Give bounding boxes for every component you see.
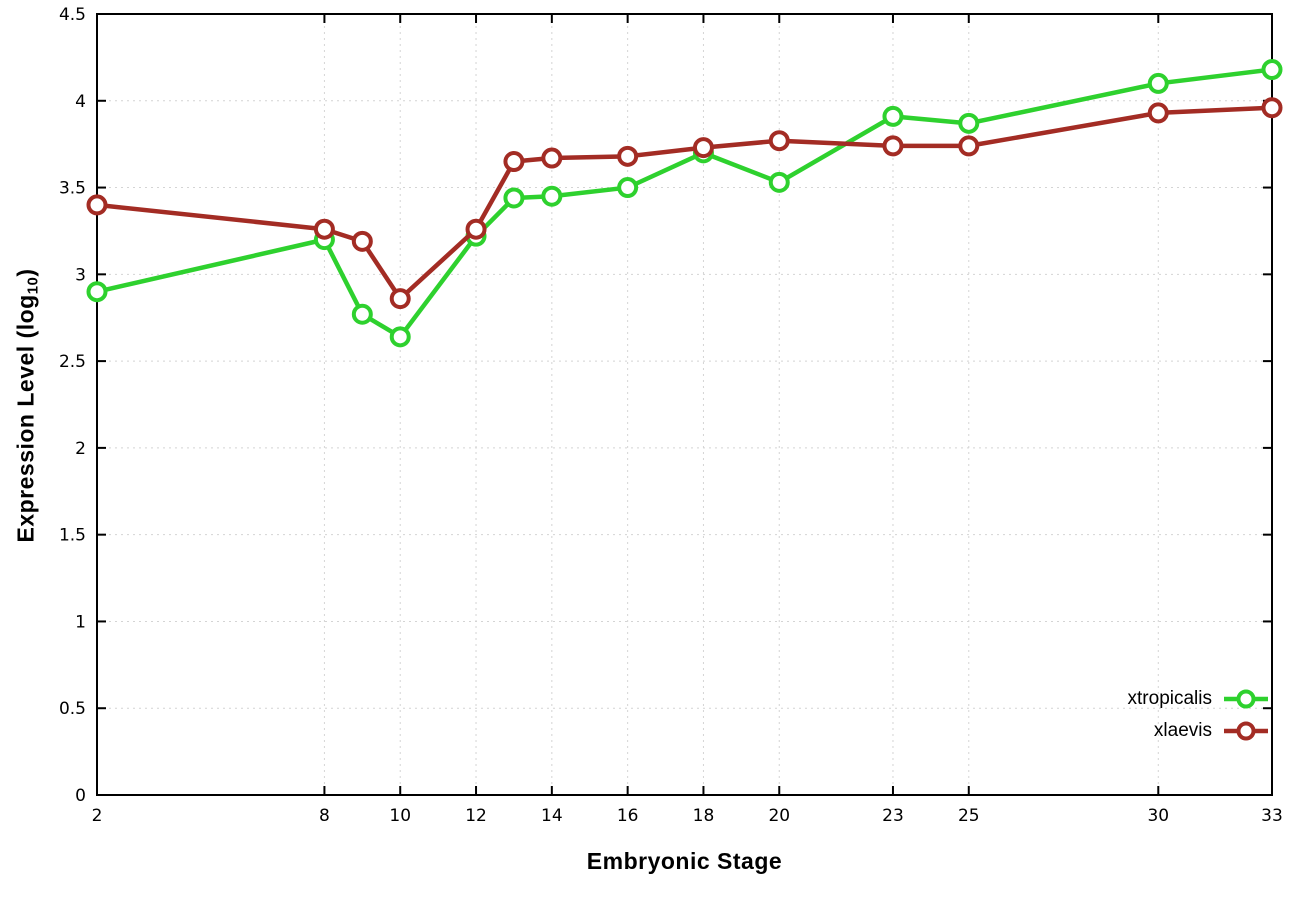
- legend-marker-icon: [1236, 689, 1256, 709]
- data-point-xlaevis: [351, 230, 373, 252]
- x-tick-label: 20: [768, 806, 790, 826]
- y-tick-label: 3.5: [59, 179, 86, 199]
- data-point-xtropicalis: [389, 326, 411, 348]
- data-point-xlaevis: [882, 135, 904, 157]
- legend-sample-xlaevis: [1224, 721, 1268, 741]
- legend-label-xtropicalis: xtropicalis: [1127, 688, 1212, 709]
- data-point-xtropicalis: [958, 112, 980, 134]
- plot-border: [96, 13, 1273, 796]
- data-point-xtropicalis: [882, 105, 904, 127]
- data-point-xlaevis: [465, 218, 487, 240]
- data-point-xtropicalis: [351, 303, 373, 325]
- data-point-xtropicalis: [503, 187, 525, 209]
- data-point-xlaevis: [86, 194, 108, 216]
- data-point-xlaevis: [768, 130, 790, 152]
- data-point-xtropicalis: [86, 281, 108, 303]
- legend: xtropicalis xlaevis: [1128, 688, 1270, 742]
- y-tick-label: 0: [75, 786, 86, 806]
- data-point-xlaevis: [389, 288, 411, 310]
- data-point-xtropicalis: [768, 171, 790, 193]
- y-tick-label: 4: [75, 92, 86, 112]
- data-point-xtropicalis: [1147, 72, 1169, 94]
- x-tick-label: 23: [882, 806, 904, 826]
- legend-item-xtropicalis: xtropicalis: [1128, 688, 1270, 710]
- x-tick-label: 25: [958, 806, 980, 826]
- series-line-xtropicalis: [94, 67, 1275, 340]
- data-point-xlaevis: [692, 137, 714, 159]
- x-tick-label: 18: [693, 806, 715, 826]
- x-tick-label: 8: [319, 806, 330, 826]
- y-tick-label: 1.5: [59, 526, 86, 546]
- y-tick-label: 3: [75, 265, 86, 285]
- legend-label-xlaevis: xlaevis: [1153, 720, 1212, 741]
- data-point-xtropicalis: [1261, 59, 1283, 81]
- data-point-xlaevis: [1261, 97, 1283, 119]
- y-tick-label: 1: [75, 612, 86, 632]
- data-point-xtropicalis: [541, 185, 563, 207]
- series-line-xlaevis: [94, 105, 1275, 301]
- y-tick-label: 2: [75, 439, 86, 459]
- legend-marker-icon: [1236, 721, 1256, 741]
- y-tick-label: 2.5: [59, 352, 86, 372]
- x-tick-label: 14: [541, 806, 563, 826]
- data-point-xlaevis: [1147, 102, 1169, 124]
- data-point-xlaevis: [313, 218, 335, 240]
- x-axis-title: Embryonic Stage: [586, 848, 783, 874]
- data-point-xlaevis: [958, 135, 980, 157]
- x-tick-label: 2: [92, 806, 103, 826]
- data-point-xlaevis: [617, 145, 639, 167]
- x-tick-label: 30: [1147, 806, 1169, 826]
- legend-sample-xtropicalis: [1224, 689, 1268, 709]
- legend-item-xlaevis: xlaevis: [1154, 720, 1270, 742]
- x-tick-label: 33: [1261, 806, 1283, 826]
- x-tick-label: 12: [465, 806, 487, 826]
- data-point-xlaevis: [503, 151, 525, 173]
- y-tick-label: 4.5: [59, 5, 86, 25]
- x-tick-label: 10: [389, 806, 411, 826]
- data-point-xlaevis: [541, 147, 563, 169]
- y-tick-label: 0.5: [59, 699, 86, 719]
- data-point-xtropicalis: [617, 177, 639, 199]
- x-tick-label: 16: [617, 806, 639, 826]
